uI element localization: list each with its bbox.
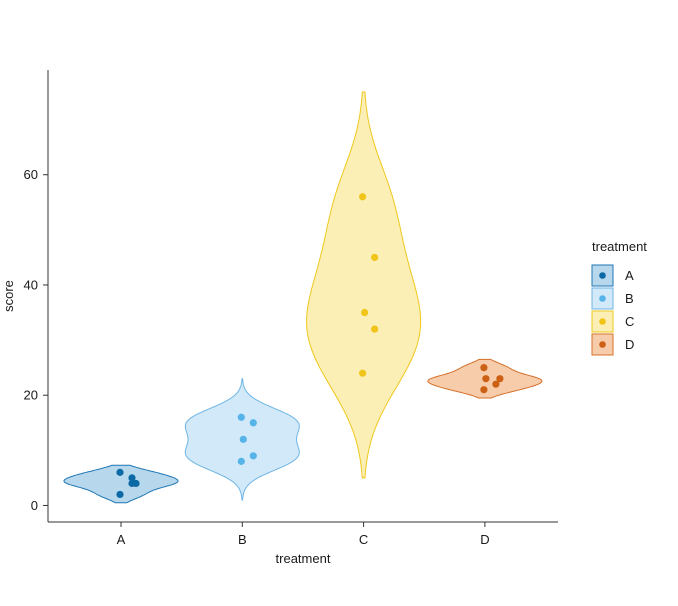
data-point bbox=[237, 413, 245, 421]
x-axis-ticks: A B C D bbox=[117, 522, 490, 547]
legend-point bbox=[599, 318, 606, 325]
legend-title: treatment bbox=[592, 239, 647, 254]
violin-C bbox=[306, 91, 422, 479]
legend-label-B: B bbox=[625, 291, 634, 306]
y-tick-label: 60 bbox=[24, 167, 38, 182]
data-point bbox=[249, 419, 257, 427]
legend-label-C: C bbox=[625, 314, 634, 329]
y-axis-ticks: 0 20 40 60 bbox=[24, 167, 48, 513]
x-tick-label: C bbox=[359, 532, 368, 547]
y-tick-label: 20 bbox=[24, 388, 38, 403]
plot-area bbox=[63, 91, 543, 504]
data-point bbox=[359, 369, 367, 377]
data-point bbox=[361, 308, 369, 317]
x-tick-label: A bbox=[117, 532, 126, 547]
y-tick-label: 0 bbox=[31, 498, 38, 513]
x-tick-label: D bbox=[480, 532, 489, 547]
data-point bbox=[132, 479, 140, 488]
data-point bbox=[249, 452, 257, 460]
data-point bbox=[480, 364, 488, 372]
data-point bbox=[482, 375, 490, 383]
data-point bbox=[116, 468, 124, 476]
x-axis-title: treatment bbox=[276, 551, 331, 566]
y-tick-label: 40 bbox=[24, 277, 38, 292]
data-point bbox=[359, 193, 367, 201]
legend-point bbox=[599, 272, 606, 279]
data-point bbox=[371, 253, 379, 262]
x-tick-label: B bbox=[238, 532, 247, 547]
legend-point bbox=[599, 341, 606, 348]
y-axis-title: score bbox=[1, 280, 16, 312]
data-point bbox=[492, 380, 500, 388]
data-point bbox=[496, 375, 504, 383]
data-point bbox=[116, 490, 124, 499]
data-point bbox=[371, 325, 379, 333]
data-point bbox=[239, 435, 247, 443]
violin-A bbox=[63, 464, 179, 504]
legend-label-D: D bbox=[625, 337, 634, 352]
data-point bbox=[128, 474, 136, 482]
legend-label-A: A bbox=[625, 268, 634, 283]
data-point bbox=[237, 457, 245, 465]
legend-point bbox=[599, 295, 606, 302]
data-point bbox=[480, 386, 488, 394]
